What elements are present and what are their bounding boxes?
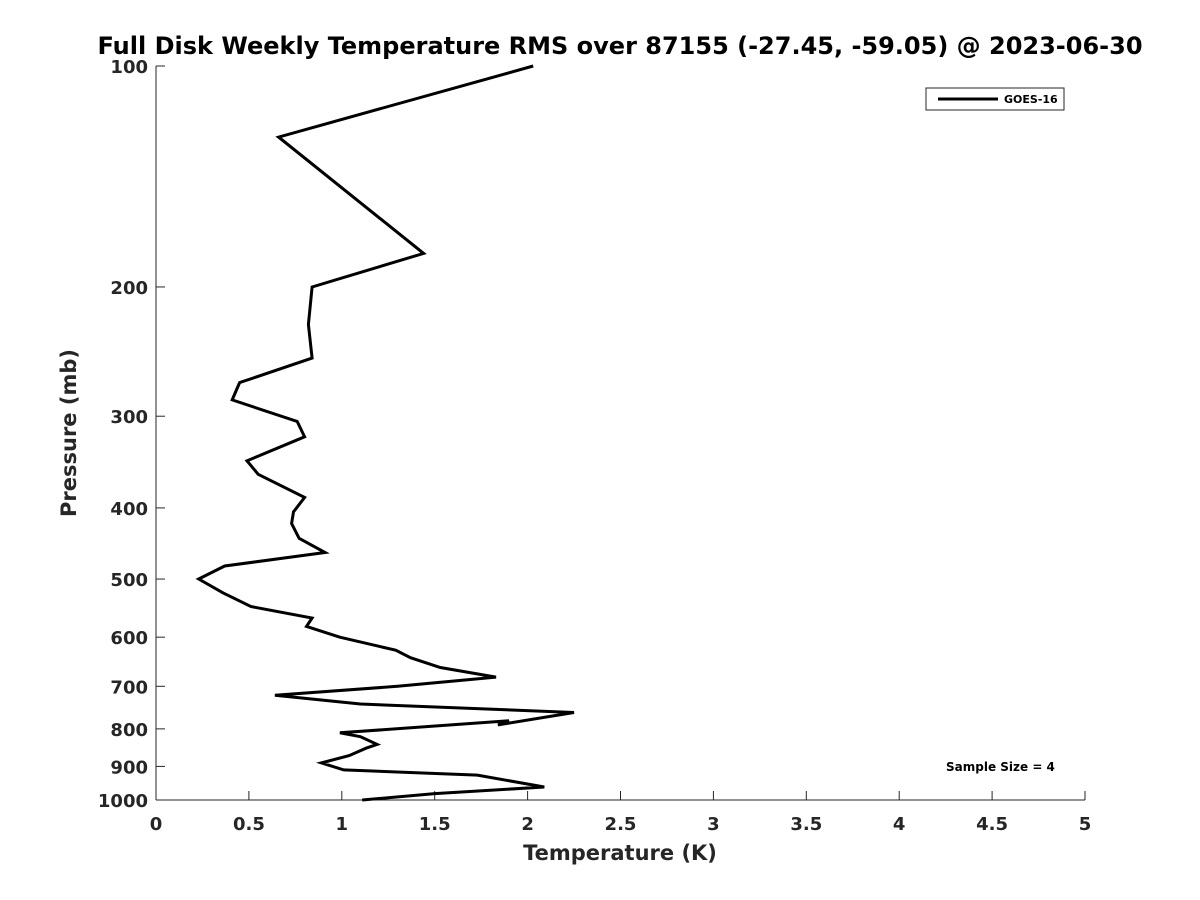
x-tick-label: 0.5 <box>233 814 265 835</box>
x-axis-label: Temperature (K) <box>523 841 717 865</box>
series-line-goes-16 <box>195 64 575 802</box>
axes-group: 0 0.5 1 1.5 2 2.5 3 3.5 4 4.5 5 100 200 300 400 500 600 7… <box>98 57 1091 835</box>
y-tick-label: 100 <box>110 57 148 78</box>
y-tick-label: 300 <box>110 407 148 428</box>
x-tick-label: 4.5 <box>976 814 1008 835</box>
legend: GOES-16 <box>925 87 1065 111</box>
y-tick-label: 800 <box>110 720 148 741</box>
sample-size-note: Sample Size = 4 <box>946 760 1055 774</box>
x-tick-label: 0 <box>150 814 163 835</box>
y-tick-label: 200 <box>110 278 148 299</box>
x-tick-label: 2.5 <box>605 814 637 835</box>
chart-title: Full Disk Weekly Temperature RMS over 87… <box>97 32 1142 60</box>
y-tick-label: 700 <box>110 677 148 698</box>
y-axis-label: Pressure (mb) <box>57 349 81 517</box>
x-tick-label: 1 <box>336 814 349 835</box>
y-tick-label: 400 <box>110 499 148 520</box>
x-tick-label: 3.5 <box>790 814 822 835</box>
plot-area <box>195 64 575 802</box>
y-tick-label: 900 <box>110 757 148 778</box>
x-tick-label: 4 <box>893 814 906 835</box>
legend-label-goes-16: GOES-16 <box>1004 93 1058 106</box>
y-tick-label: 500 <box>110 570 148 591</box>
x-tick-label: 5 <box>1079 814 1092 835</box>
x-tick-label: 2 <box>521 814 534 835</box>
x-tick-label: 1.5 <box>419 814 451 835</box>
x-tick-label: 3 <box>707 814 720 835</box>
y-tick-label: 600 <box>110 628 148 649</box>
y-tick-label: 1000 <box>98 791 148 812</box>
